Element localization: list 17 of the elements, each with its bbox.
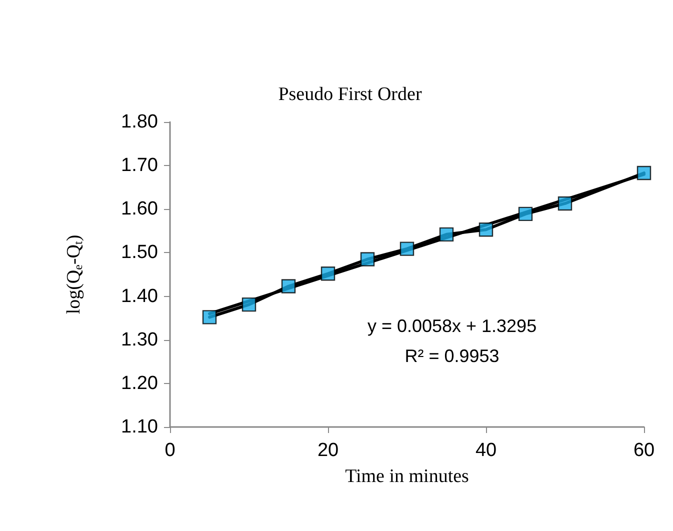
y-tick-label: 1.60	[121, 198, 158, 220]
annotation: R² = 0.9953	[404, 346, 500, 366]
x-tick-label: 0	[164, 440, 176, 461]
y-tick-label: 1.50	[121, 242, 158, 264]
x-axis-title: Time in minutes	[345, 466, 469, 487]
x-tick-label: 40	[475, 440, 497, 461]
x-tick-label: 20	[317, 440, 339, 461]
y-tick-label: 1.40	[121, 286, 158, 307]
y-tick-label: 1.10	[121, 416, 158, 438]
x-tick-label: 60	[633, 440, 655, 461]
y-tick-label: 1.80	[121, 112, 158, 132]
y-tick-label: 1.30	[121, 329, 158, 350]
y-tick-label: 1.70	[121, 155, 158, 176]
y-axis-title: log(Qe-Qt)	[64, 234, 85, 314]
y-tick-label: 1.20	[121, 372, 158, 394]
annotation: y = 0.0058x + 1.3295	[367, 316, 537, 336]
chart-title: Pseudo First Order	[278, 84, 422, 105]
